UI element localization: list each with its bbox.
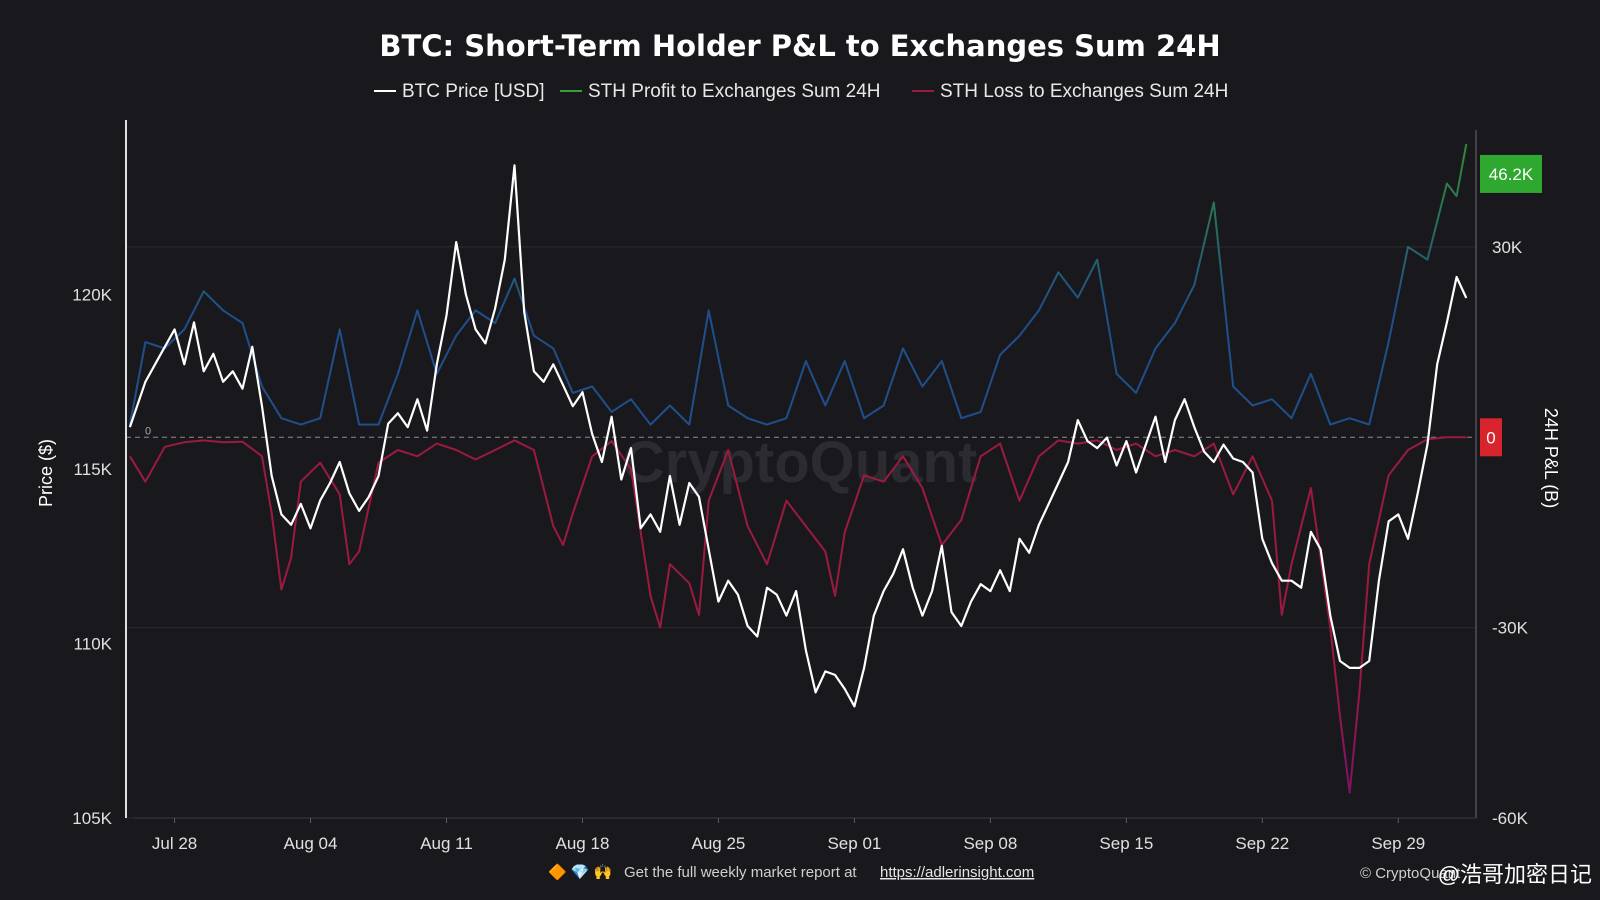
copyright: © CryptoQuant	[1360, 865, 1461, 882]
footer-link[interactable]: https://adlerinsight.com	[880, 864, 1034, 881]
x-tick-label: Sep 29	[1371, 834, 1425, 853]
series-layer: 0	[128, 143, 1468, 794]
x-tick-label: Sep 01	[827, 834, 881, 853]
x-tick-label: Aug 25	[692, 834, 746, 853]
sth-profit-line	[128, 143, 1468, 426]
profit-value-badge	[1480, 154, 1542, 193]
legend-label: STH Profit to Exchanges Sum 24H	[588, 81, 881, 102]
y-left-axis-title: Price ($)	[36, 439, 56, 507]
value-badges: 46.2K 0	[1480, 154, 1542, 457]
x-tick-label: Aug 04	[284, 834, 338, 853]
y-left-tick-label: 115K	[74, 460, 113, 479]
btc-price-line	[128, 164, 1468, 708]
y-right-axis-title: 24H P&L (B)	[1541, 408, 1561, 508]
sth-loss-line	[129, 436, 1467, 794]
footer-icons: 🔶 💎 🙌	[548, 863, 612, 881]
x-tick-label: Aug 11	[420, 834, 473, 853]
y-right-tick-label: -30K	[1492, 619, 1529, 638]
footer: 🔶 💎 🙌 Get the full weekly market report …	[548, 863, 1034, 881]
legend-label: BTC Price [USD]	[402, 81, 545, 102]
y-left-tick-label: 105K	[72, 809, 112, 828]
loss-value-label: 0	[1486, 428, 1495, 447]
left-zero-marker: 0	[145, 425, 151, 437]
y-right-tick-label: 30K	[1492, 238, 1523, 257]
y-left-tick-label: 110K	[74, 635, 113, 654]
legend: BTC Price [USD] STH Profit to Exchanges S…	[374, 81, 1228, 102]
x-tick-label: Aug 18	[556, 834, 610, 853]
footer-text: Get the full weekly market report at	[624, 864, 857, 881]
axes: 105K 110K 115K 120K -60K -30K 30K Jul 28 Aug 04 A…	[72, 120, 1529, 853]
x-tick-label: Sep 22	[1235, 834, 1289, 853]
profit-value-label: 46.2K	[1489, 165, 1534, 184]
corner-watermark: @浩哥加密日记	[1438, 862, 1592, 887]
watermark: CryptoQuant	[623, 430, 977, 495]
grid	[126, 246, 1476, 819]
x-tick-label: Sep 08	[963, 834, 1017, 853]
y-left-tick-label: 120K	[72, 286, 112, 305]
legend-label: STH Loss to Exchanges Sum 24H	[940, 81, 1228, 102]
x-tick-label: Sep 15	[1099, 834, 1153, 853]
loss-value-badge	[1480, 418, 1502, 457]
chart-title: BTC: Short-Term Holder P&L to Exchanges …	[379, 29, 1220, 63]
y-right-tick-label: -60K	[1492, 809, 1529, 828]
x-tick-label: Jul 28	[152, 834, 197, 853]
